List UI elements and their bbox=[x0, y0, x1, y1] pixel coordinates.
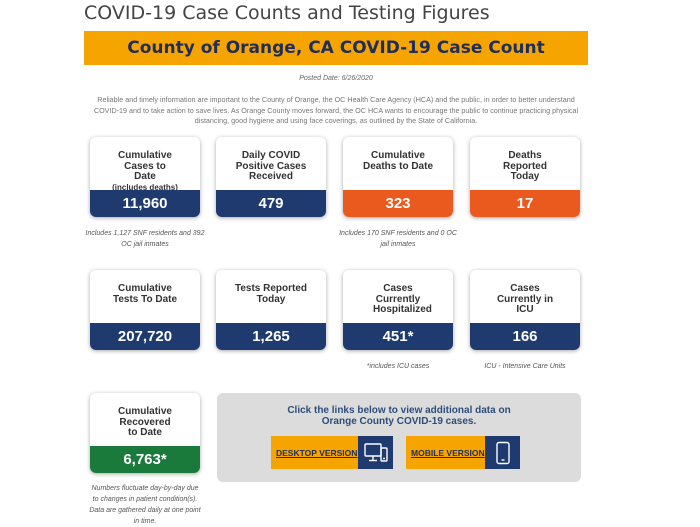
card-label: Daily COVID Positive Cases Received bbox=[235, 150, 307, 182]
card-value: 6,763* bbox=[90, 446, 200, 473]
note-icu: ICU - Intensive Care Units bbox=[484, 363, 566, 370]
note-recovered: Numbers fluctuate day-by-day due to chan… bbox=[89, 485, 201, 525]
card-hospitalized: Cases Currently Hospitalized 451* bbox=[343, 270, 453, 350]
card-value: 17 bbox=[470, 190, 580, 217]
card-label-sub: (includes deaths) bbox=[112, 182, 178, 192]
card-label: Cumulative Tests To Date bbox=[112, 283, 178, 305]
card-label: Deaths Reported Today bbox=[503, 150, 547, 182]
posted-date: Posted Date: 6/26/2020 bbox=[299, 75, 373, 82]
card-label: Tests Reported Today bbox=[234, 283, 308, 305]
links-text: Click the links below to view additional… bbox=[287, 405, 511, 427]
card-deaths-today: Deaths Reported Today 17 bbox=[470, 137, 580, 217]
card-daily-positive: Daily COVID Positive Cases Received 479 bbox=[216, 137, 326, 217]
card-value: 166 bbox=[470, 323, 580, 350]
card-cumulative-tests: Cumulative Tests To Date 207,720 bbox=[90, 270, 200, 350]
card-recovered: Cumulative Recovered to Date 6,763* bbox=[90, 393, 200, 473]
mobile-icon bbox=[485, 436, 520, 469]
card-tests-today: Tests Reported Today 1,265 bbox=[216, 270, 326, 350]
card-label: Cases Currently Hospitalized bbox=[373, 283, 432, 315]
mobile-version-label[interactable]: MOBILE VERSION bbox=[411, 447, 485, 458]
card-label-text: Cumulative Cases to Date bbox=[118, 150, 172, 182]
card-cumulative-cases: Cumulative Cases to Date (includes death… bbox=[90, 137, 200, 217]
intro-paragraph: Reliable and timely information are impo… bbox=[93, 95, 579, 125]
banner-title: County of Orange, CA COVID-19 Case Count bbox=[84, 31, 588, 65]
card-value: 323 bbox=[343, 190, 453, 217]
card-icu: Cases Currently in ICU 166 bbox=[470, 270, 580, 350]
card-value: 207,720 bbox=[90, 323, 200, 350]
card-value: 1,265 bbox=[216, 323, 326, 350]
page-title: COVID-19 Case Counts and Testing Figures bbox=[84, 2, 490, 24]
card-value: 451* bbox=[343, 323, 453, 350]
card-label: Cumulative Cases to Date (includes death… bbox=[90, 150, 200, 193]
card-label: Cumulative Deaths to Date bbox=[363, 150, 434, 172]
card-label: Cases Currently in ICU bbox=[496, 283, 554, 315]
desktop-icon bbox=[358, 436, 393, 469]
note-cumulative-cases: Includes 1,127 SNF residents and 392 OC … bbox=[85, 230, 205, 248]
desktop-version-label[interactable]: DESKTOP VERSION bbox=[276, 447, 358, 458]
links-panel: Click the links below to view additional… bbox=[217, 393, 581, 482]
mobile-version-link[interactable]: MOBILE VERSION bbox=[406, 436, 520, 469]
note-hospitalized: *includes ICU cases bbox=[366, 363, 430, 370]
desktop-version-link[interactable]: DESKTOP VERSION bbox=[271, 436, 393, 469]
card-label: Cumulative Recovered to Date bbox=[118, 406, 172, 438]
note-cumulative-deaths: Includes 170 SNF residents and 0 OC jail… bbox=[339, 230, 457, 248]
card-value: 11,960 bbox=[90, 190, 200, 217]
card-cumulative-deaths: Cumulative Deaths to Date 323 bbox=[343, 137, 453, 217]
card-value: 479 bbox=[216, 190, 326, 217]
